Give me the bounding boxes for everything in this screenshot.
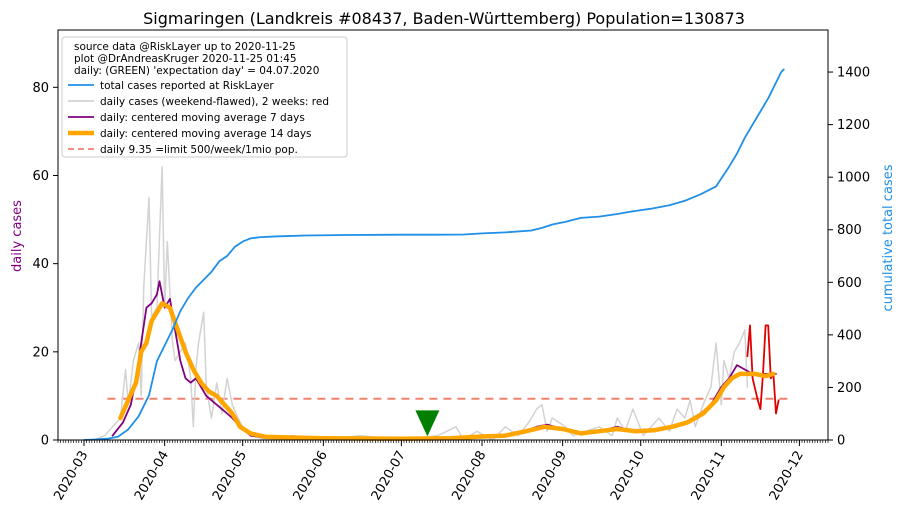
x-tick-label: 2020-11 — [689, 449, 729, 504]
legend-box — [61, 36, 348, 158]
y-right-tick-label: 400 — [837, 328, 862, 343]
legend: source data @RiskLayer up to 2020-11-25 … — [61, 36, 348, 158]
y-right-tick-label: 1000 — [837, 171, 870, 186]
y-left-tick-label: 0 — [41, 434, 49, 449]
legend-label: daily 9.35 =limit 500/week/1mio pop. — [100, 144, 298, 156]
y-right-tick-label: 800 — [837, 223, 862, 238]
expectation-day-marker — [415, 410, 440, 437]
legend-info-line-2: plot @DrAndreasKruger 2020-11-25 01:45 — [74, 53, 297, 65]
y-left-tick-label: 60 — [32, 169, 49, 184]
series-line-4 — [118, 301, 776, 441]
y-right-tick-label: 200 — [837, 381, 862, 396]
y-right-tick-label: 1400 — [837, 66, 870, 81]
x-tick-label: 2020-08 — [449, 449, 489, 504]
x-tick-label: 2020-04 — [132, 449, 172, 504]
x-tick-label: 2020-10 — [608, 449, 648, 504]
legend-info-line-3: daily: (GREEN) 'expectation day' = 04.07… — [74, 65, 319, 77]
legend-label: daily: centered moving average 14 days — [100, 128, 312, 140]
y-right-tick-label: 0 — [837, 434, 845, 449]
series-line-0 — [83, 68, 785, 441]
y-left-tick-label: 80 — [32, 81, 49, 96]
x-tick-label: 2020-09 — [530, 449, 570, 504]
y-axis-label-right: cumulative total cases — [881, 164, 896, 311]
chart-title: Sigmaringen (Landkreis #08437, Baden-Wür… — [143, 9, 745, 28]
x-tick-label: 2020-06 — [291, 449, 331, 504]
x-tick-label: 2020-05 — [210, 449, 250, 504]
x-tick-label: 2020-03 — [51, 449, 91, 504]
x-tick-label: 2020-12 — [767, 449, 807, 504]
y-right-tick-label: 600 — [837, 276, 862, 291]
x-tick-label: 2020-07 — [369, 449, 409, 504]
y-axis-label-left: daily cases — [10, 200, 25, 272]
y-left-tick-label: 20 — [32, 345, 49, 360]
y-right-tick-label: 1200 — [837, 118, 870, 133]
legend-info-line-1: source data @RiskLayer up to 2020-11-25 — [74, 41, 296, 53]
legend-label: daily: centered moving average 7 days — [100, 112, 305, 124]
legend-label: daily cases (weekend-flawed), 2 weeks: r… — [100, 96, 329, 108]
series-line-2 — [746, 324, 780, 415]
y-left-tick-label: 40 — [32, 257, 49, 272]
legend-label: total cases reported at RiskLayer — [100, 80, 274, 92]
